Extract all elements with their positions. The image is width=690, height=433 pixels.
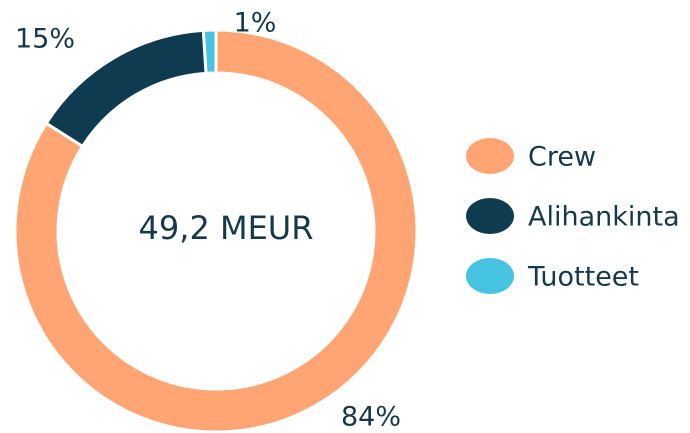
legend-swatch [466,198,514,234]
legend-swatch [466,138,514,174]
donut-slice [201,28,218,75]
slice-label: 84% [341,402,401,433]
slice-label: 1% [234,8,277,39]
legend-label: Tuotteet [527,262,639,293]
legend-label: Alihankinta [528,202,680,233]
center-label: 49,2 MEUR [139,209,314,247]
legend-swatch [466,258,514,294]
legend-label: Crew [528,142,596,173]
donut-slice [13,28,419,433]
slice-label: 15% [15,24,75,55]
